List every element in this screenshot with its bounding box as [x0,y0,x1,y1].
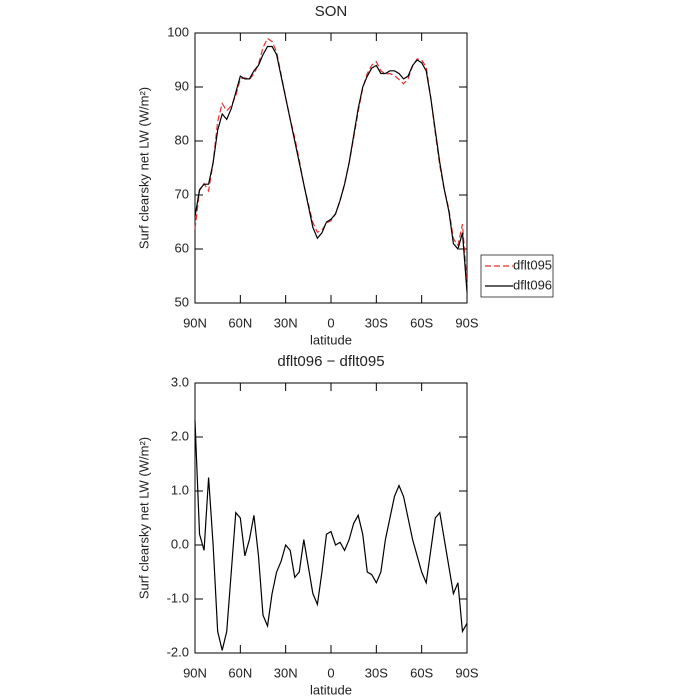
y-tick-label: 0.0 [171,536,189,551]
x-tick-label: 90N [183,315,207,330]
y-tick-label: -1.0 [167,590,189,605]
y-axis-label: Surf clearsky net LW (W/m²) [136,437,151,599]
y-tick-label: 1.0 [171,482,189,497]
x-tick-label: 60S [410,665,433,680]
x-tick-label: 0 [327,315,334,330]
x-tick-label: 0 [327,665,334,680]
y-tick-label: -2.0 [167,644,189,659]
x-tick-label: 90S [455,665,478,680]
y-tick-label: 60 [175,240,189,255]
chart-title: SON [315,3,348,20]
y-tick-label: 90 [175,78,189,93]
y-tick-label: 70 [175,186,189,201]
legend-label: dflt096 [513,277,552,292]
x-tick-label: 30S [365,665,388,680]
x-tick-label: 30S [365,315,388,330]
legend-label: dflt095 [513,257,552,272]
y-tick-label: 50 [175,294,189,309]
x-tick-label: 60S [410,315,433,330]
y-tick-label: 3.0 [171,374,189,389]
y-axis-label: Surf clearsky net LW (W/m²) [136,87,151,249]
x-tick-label: 90S [455,315,478,330]
x-tick-label: 90N [183,665,207,680]
x-tick-label: 30N [274,665,298,680]
x-axis-label: latitude [310,332,352,347]
x-axis-label: latitude [310,682,352,697]
data-line [194,37,468,285]
y-tick-label: 2.0 [171,428,189,443]
x-tick-label: 60N [228,315,252,330]
chart-title: dflt096 − dflt095 [277,353,384,370]
data-line [194,45,468,293]
y-tick-label: 80 [175,132,189,147]
data-line [194,420,468,651]
x-tick-label: 30N [274,315,298,330]
y-tick-label: 100 [167,24,189,39]
legend-box [480,254,554,298]
x-tick-label: 60N [228,665,252,680]
